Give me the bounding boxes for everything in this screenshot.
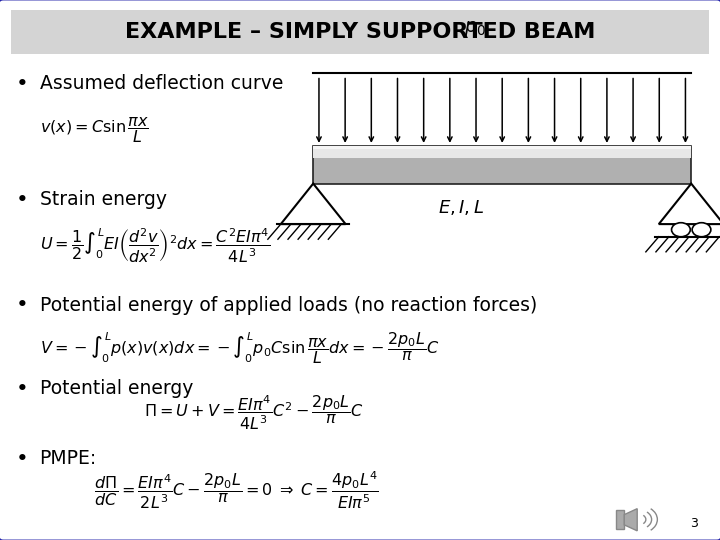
Text: •: • — [16, 295, 29, 315]
Bar — [313, 146, 691, 158]
Polygon shape — [624, 509, 637, 531]
Text: •: • — [16, 449, 29, 469]
Text: •: • — [16, 190, 29, 210]
FancyBboxPatch shape — [616, 510, 624, 529]
Text: $V = -\int_0^L p(x)v(x)dx = -\int_0^L p_0 C\sin\dfrac{\pi x}{L}dx = -\dfrac{2p_0: $V = -\int_0^L p(x)v(x)dx = -\int_0^L p_… — [40, 330, 439, 366]
Bar — [313, 146, 691, 184]
Text: 3: 3 — [690, 517, 698, 530]
Text: $\dfrac{d\Pi}{dC} = \dfrac{EI\pi^4}{2L^3}C - \dfrac{2p_0L}{\pi} = 0 \;\Rightarro: $\dfrac{d\Pi}{dC} = \dfrac{EI\pi^4}{2L^3… — [94, 470, 378, 511]
Bar — [11, 10, 709, 54]
Text: •: • — [16, 73, 29, 94]
Text: Potential energy: Potential energy — [40, 379, 193, 399]
Text: $p_0$: $p_0$ — [464, 19, 486, 38]
Text: Strain energy: Strain energy — [40, 190, 166, 210]
Text: PMPE:: PMPE: — [40, 449, 97, 469]
Text: $U = \dfrac{1}{2}\int_0^L EI\left(\dfrac{d^2v}{dx^2}\right)^2 dx = \dfrac{C^2EI\: $U = \dfrac{1}{2}\int_0^L EI\left(\dfrac… — [40, 226, 270, 265]
Polygon shape — [281, 184, 346, 224]
Polygon shape — [659, 184, 720, 224]
Text: $\Pi = U + V = \dfrac{EI\pi^4}{4L^3}C^2 - \dfrac{2p_0L}{\pi}C$: $\Pi = U + V = \dfrac{EI\pi^4}{4L^3}C^2 … — [144, 394, 364, 433]
Text: Assumed deflection curve: Assumed deflection curve — [40, 74, 283, 93]
Circle shape — [692, 222, 711, 237]
Text: $v(x) = C\sin\dfrac{\pi x}{L}$: $v(x) = C\sin\dfrac{\pi x}{L}$ — [40, 114, 148, 145]
Text: $E, I, L$: $E, I, L$ — [438, 198, 484, 218]
Text: EXAMPLE – SIMPLY SUPPORTED BEAM: EXAMPLE – SIMPLY SUPPORTED BEAM — [125, 22, 595, 42]
Bar — [313, 146, 691, 149]
Circle shape — [672, 222, 690, 237]
Text: Potential energy of applied loads (no reaction forces): Potential energy of applied loads (no re… — [40, 295, 537, 315]
Text: •: • — [16, 379, 29, 399]
